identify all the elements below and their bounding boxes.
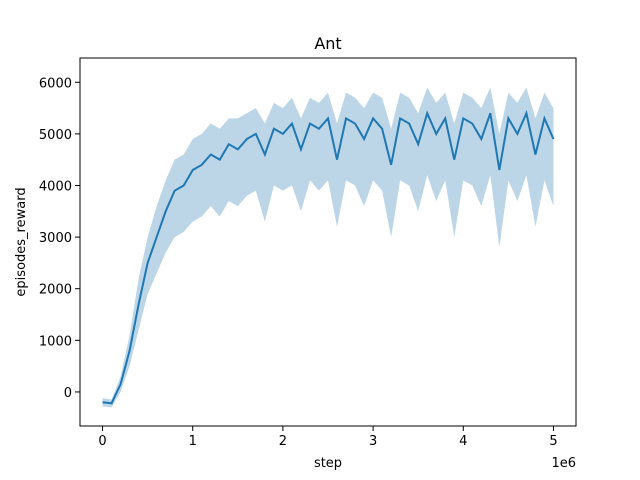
x-tick-label: 5 <box>549 434 557 449</box>
x-tick-label: 1 <box>189 434 197 449</box>
line <box>102 109 555 405</box>
y-tick-label: 0 <box>64 386 72 401</box>
x-tick-label: 4 <box>459 434 467 449</box>
y-tick-label: 5000 <box>39 128 72 143</box>
x-tick-label: 0 <box>98 434 106 449</box>
x-tick-label: 3 <box>369 434 377 449</box>
y-axis-label: episodes_reward <box>14 187 29 296</box>
x-tick-label: 2 <box>279 434 287 449</box>
plot-frame <box>79 57 577 427</box>
y-tick-label: 6000 <box>39 76 72 91</box>
chart-title: Ant <box>314 34 341 53</box>
y-tick-label: 4000 <box>39 179 72 194</box>
y-tick-label: 1000 <box>39 334 72 349</box>
x-offset-label: 1e6 <box>551 456 576 471</box>
confidence-band <box>102 87 554 408</box>
y-tick-label: 3000 <box>39 231 72 246</box>
y-tick-label: 2000 <box>39 283 72 298</box>
x-axis-label: step <box>314 456 342 471</box>
